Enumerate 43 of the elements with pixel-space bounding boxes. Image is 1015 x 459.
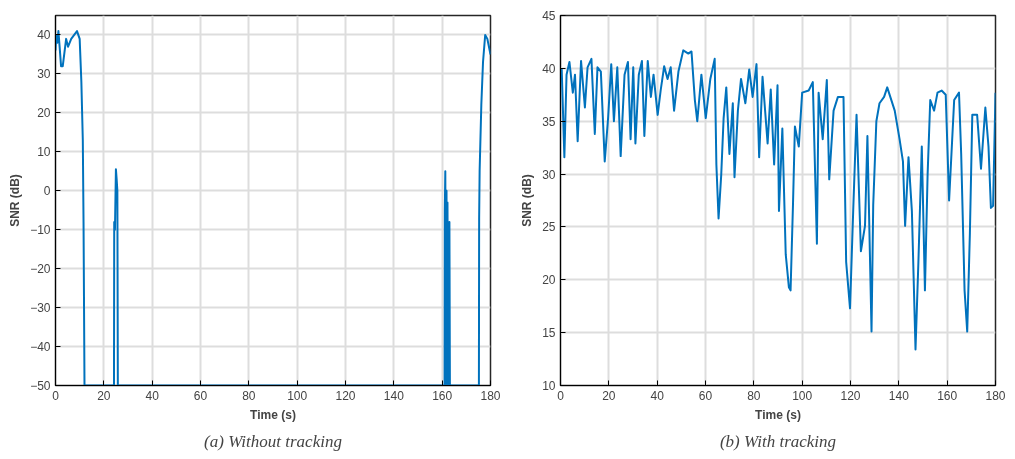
y-tick-label: 10 — [37, 145, 51, 160]
y-tick-label: 30 — [542, 167, 556, 182]
x-tick-label: 140 — [888, 388, 910, 403]
y-tick-label: 45 — [542, 9, 556, 23]
y-tick-label: −10 — [30, 223, 51, 238]
y-tick-label: 20 — [542, 273, 556, 288]
x-tick-label: 40 — [650, 388, 665, 403]
line-series — [560, 49, 996, 351]
x-tick-label: 80 — [747, 388, 761, 403]
x-tick-label: 80 — [242, 388, 256, 403]
y-tick-label: 35 — [542, 114, 556, 129]
y-tick-label: 30 — [37, 67, 51, 82]
x-tick-label: 120 — [335, 388, 356, 403]
x-tick-label: 140 — [383, 388, 405, 403]
y-tick-label: −50 — [30, 379, 51, 393]
x-axis-title: Time (s) — [755, 407, 801, 422]
y-axis-title: SNR (dB) — [520, 174, 535, 227]
text: (b) With tracking — [719, 431, 837, 451]
x-axis-title: Time (s) — [250, 407, 296, 422]
y-tick-label: 25 — [542, 220, 556, 235]
y-tick-label: 20 — [37, 106, 51, 121]
y-tick-label: −30 — [30, 301, 51, 316]
y-tick-label: −20 — [30, 262, 51, 277]
x-tick-label: 60 — [193, 388, 208, 403]
x-tick-label: 160 — [432, 388, 453, 403]
y-tick-label: 0 — [43, 184, 51, 199]
y-tick-label: −40 — [30, 340, 51, 355]
x-tick-label: 100 — [792, 388, 813, 403]
x-tick-label: 180 — [480, 388, 501, 403]
text: (a) Without tracking — [204, 431, 342, 451]
x-tick-label: 20 — [602, 388, 616, 403]
y-tick-label: 15 — [542, 326, 556, 341]
x-tick-label: 20 — [97, 388, 111, 403]
x-tick-label: 120 — [840, 388, 861, 403]
y-tick-label: 10 — [542, 379, 556, 393]
x-tick-label: 160 — [937, 388, 958, 403]
x-tick-label: 60 — [698, 388, 713, 403]
x-tick-label: 40 — [145, 388, 160, 403]
x-tick-label: 180 — [985, 388, 1006, 403]
y-axis-title: SNR (dB) — [8, 174, 23, 227]
y-tick-label: 40 — [542, 61, 556, 76]
x-tick-label: 100 — [287, 388, 308, 403]
y-tick-label: 40 — [37, 28, 51, 43]
